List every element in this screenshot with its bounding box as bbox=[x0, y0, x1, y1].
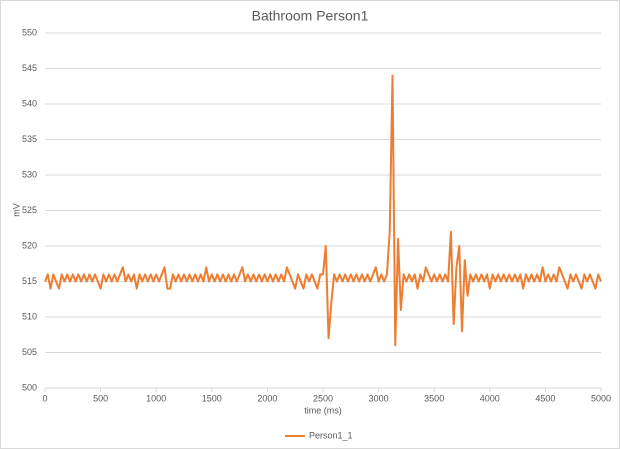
x-tick-label: 3000 bbox=[369, 393, 389, 403]
y-tick-label: 520 bbox=[22, 240, 37, 250]
x-tick-label: 500 bbox=[93, 393, 108, 403]
y-tick-label: 500 bbox=[22, 382, 37, 392]
x-axis-label: time (ms) bbox=[304, 405, 342, 415]
y-tick-label: 505 bbox=[22, 347, 37, 357]
y-tick-label: 535 bbox=[22, 134, 37, 144]
y-tick-label: 550 bbox=[22, 27, 37, 37]
x-tick-label: 1000 bbox=[146, 393, 166, 403]
y-tick-label: 510 bbox=[22, 311, 37, 321]
x-tick-label: 3500 bbox=[424, 393, 444, 403]
x-tick-label: 5000 bbox=[591, 393, 611, 403]
x-tick-label: 2000 bbox=[257, 393, 277, 403]
x-tick-label: 0 bbox=[42, 393, 47, 403]
y-tick-label: 515 bbox=[22, 276, 37, 286]
y-axis-label: mV bbox=[11, 203, 21, 217]
x-tick-label: 4500 bbox=[535, 393, 555, 403]
chart-title: Bathroom Person1 bbox=[252, 8, 369, 24]
legend-label: Person1_1 bbox=[309, 430, 353, 440]
y-tick-label: 540 bbox=[22, 98, 37, 108]
x-tick-label: 4000 bbox=[480, 393, 500, 403]
x-tick-label: 1500 bbox=[202, 393, 222, 403]
y-tick-label: 525 bbox=[22, 205, 37, 215]
y-tick-label: 530 bbox=[22, 169, 37, 179]
data-line bbox=[44, 74, 602, 347]
y-tick-label: 545 bbox=[22, 63, 37, 73]
x-tick-label: 2500 bbox=[313, 393, 333, 403]
